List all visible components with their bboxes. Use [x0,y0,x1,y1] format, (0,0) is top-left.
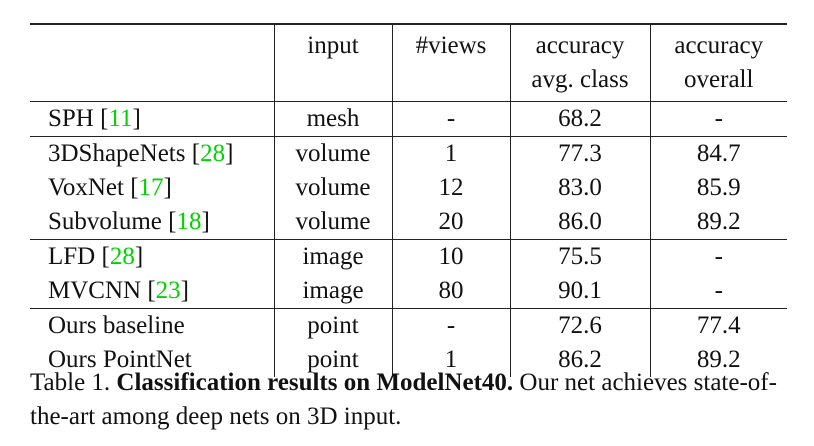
header-method [30,23,274,63]
caption-label: Table 1. [30,369,111,396]
cell-input: volume [273,136,392,171]
cell-method: SPH [11] [30,101,274,137]
cell-views: 80 [391,274,510,309]
table-row: 3DShapeNets [28] volume 1 77.3 84.7 [30,136,787,171]
table-row: SPH [11] mesh -68.2- [30,101,787,137]
method-name: Ours PointNet [48,346,192,373]
cell-views: - [391,101,510,137]
method-name: VoxNet [48,174,124,201]
cell-method: 3DShapeNets [28] [48,140,234,167]
cell-method: VoxNet [17] [48,174,172,201]
cell-method: LFD [28] [48,243,144,270]
header-method-line2 [30,63,274,102]
cell-overall: 89.2 [649,205,787,240]
table-header: input #views accuracy accuracy avg. clas… [30,23,787,102]
cell-overall: 89.2 [649,343,787,377]
cell-views: 12 [391,171,510,205]
cell-avg: 86.2 [509,343,650,377]
cell-views: 1 [391,136,510,171]
caption-title: Classification results on ModelNet40. [116,369,514,396]
cell-input: volume [273,205,392,240]
citation-link[interactable]: 28 [109,243,135,270]
header-accuracy-avg-line2: avg. class [509,63,650,102]
citation-link[interactable]: 11 [108,105,133,132]
cell-overall: 84.7 [649,136,787,171]
table-row: LFD [28] image 10 75.5- [30,239,787,274]
table-caption: Table 1. Classification results on Model… [30,366,790,434]
cell-avg: 83.0 [509,171,650,205]
method-name: Ours baseline [48,312,185,339]
header-accuracy-avg-line1: accuracy [509,23,650,63]
header-input-line2 [273,63,392,102]
table-row: MVCNN [23] image 80 90.1- [30,274,787,309]
cell-views: - [391,308,510,343]
table-row: Subvolume [18] volume 20 86.0 89.2 [30,205,787,240]
cell-avg: 72.6 [509,308,650,343]
cell-overall: 77.4 [649,308,787,343]
cell-views: 1 [391,343,510,377]
method-name: Subvolume [48,208,162,235]
cell-method: MVCNN [23] [30,274,274,309]
cell-input: point [273,343,392,377]
cell-overall: - [649,101,787,137]
cell-avg: 77.3 [509,136,650,171]
cell-overall: 85.9 [649,171,787,205]
method-name: SPH [48,105,94,132]
table-row: Ours baseline point -72.6 77.4 [30,308,787,344]
method-name: LFD [48,243,96,270]
classification-results-table: input #views accuracy accuracy avg. clas… [30,23,787,377]
citation-link[interactable]: 17 [138,174,164,201]
caption-text: Our net achieves state-of-the-art among … [30,369,777,430]
cell-input: image [273,274,392,309]
method-name: 3DShapeNets [48,140,186,167]
header-views: #views [391,23,510,63]
citation-link[interactable]: 23 [155,277,181,304]
cell-avg: 75.5 [509,239,650,274]
table-body: SPH [11] mesh -68.2-3DShapeNets [28] volume… [30,101,787,377]
cell-input: point [273,308,392,343]
citation-link[interactable]: 28 [200,140,226,167]
cell-method: Ours baseline [30,309,274,344]
cell-input: mesh [273,101,392,137]
cell-input: volume [273,171,392,205]
cell-avg: 68.2 [509,101,650,137]
cell-method: Ours PointNet [30,343,274,377]
cell-overall: - [649,239,787,274]
cell-avg: 86.0 [509,205,650,240]
cell-views: 20 [391,205,510,240]
header-row-1: input #views accuracy accuracy [30,23,787,63]
cell-avg: 90.1 [509,274,650,309]
header-input: input [273,23,392,63]
cell-input: image [273,239,392,274]
method-name: MVCNN [48,277,142,304]
header-row-2: avg. class overall [30,63,787,102]
citation-link[interactable]: 18 [176,208,202,235]
header-accuracy-overall-line1: accuracy [649,23,787,63]
cell-method: Subvolume [18] [30,205,274,240]
table-row: Ours PointNet point 1 86.2 89.2 [30,343,787,377]
cell-views: 10 [391,239,510,274]
cell-overall: - [649,274,787,309]
table-row: VoxNet [17] volume 12 83.0 85.9 [30,171,787,205]
header-views-line2 [391,63,510,102]
header-accuracy-overall-line2: overall [649,63,787,102]
